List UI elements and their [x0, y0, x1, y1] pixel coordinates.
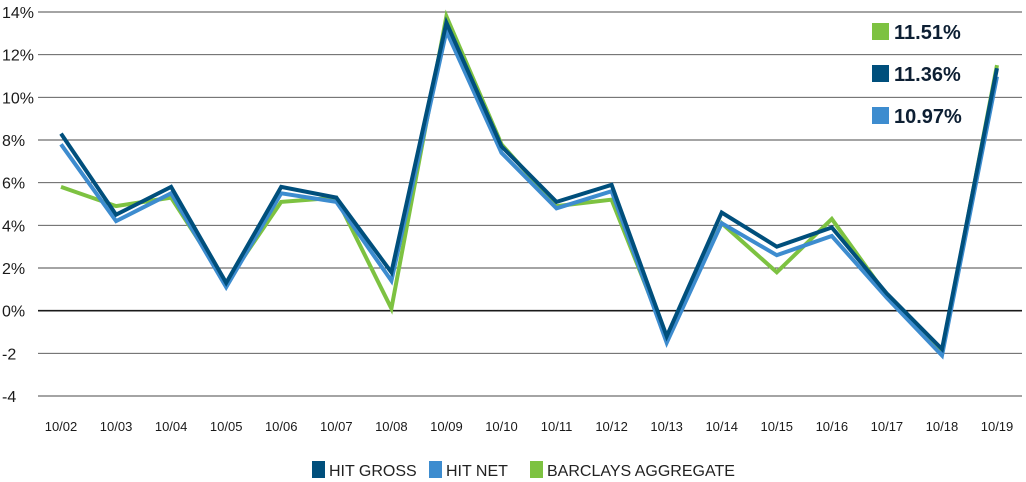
y-tick-label: -4: [2, 389, 16, 406]
y-tick-label: 14%: [2, 5, 34, 22]
x-tick-label: 10/10: [485, 419, 518, 434]
end-label-swatch: [872, 107, 889, 124]
end-value-label: 11.36%: [894, 64, 961, 86]
legend-label: BARCLAYS AGGREGATE: [547, 463, 735, 480]
y-tick-label: 12%: [2, 48, 34, 65]
legend-swatch: [530, 461, 543, 478]
x-tick-label: 10/05: [210, 419, 243, 434]
legend: HIT GROSS HIT NET BARCLAYS AGGREGATE: [312, 461, 735, 480]
x-tick-label: 10/08: [375, 419, 408, 434]
x-axis-ticks: 10/02 10/03 10/04 10/05 10/06 10/07 10/08 10/09…: [45, 419, 1014, 434]
x-tick-label: 10/13: [650, 419, 683, 434]
series-line-barclays-aggregate: [60, 9, 999, 358]
end-value-labels: 11.51% 11.36% 10.97%: [872, 22, 962, 128]
y-tick-label: 4%: [2, 218, 25, 235]
x-tick-label: 10/19: [981, 419, 1014, 434]
y-tick-label: 6%: [2, 176, 25, 193]
series-lines: [59, 9, 999, 360]
x-tick-label: 10/18: [926, 419, 959, 434]
x-tick-label: 10/17: [871, 419, 904, 434]
x-tick-label: 10/04: [155, 419, 188, 434]
x-tick-label: 10/02: [45, 419, 78, 434]
legend-label: HIT GROSS: [329, 463, 417, 480]
x-tick-label: 10/12: [595, 419, 628, 434]
x-tick-label: 10/15: [761, 419, 794, 434]
y-tick-label: 2%: [2, 261, 25, 278]
series-line-hit-gross: [59, 16, 999, 354]
y-tick-label: 10%: [2, 90, 34, 107]
x-tick-label: 10/09: [430, 419, 463, 434]
y-tick-label: 0%: [2, 304, 25, 321]
series-line-hit-net: [59, 24, 999, 360]
x-tick-label: 10/11: [541, 419, 573, 434]
x-tick-label: 10/14: [705, 419, 738, 434]
y-axis-ticks: 14% 12% 10% 8% 6% 4% 2% 0% -2 -4: [2, 5, 34, 406]
y-tick-label: 8%: [2, 133, 25, 150]
x-tick-label: 10/03: [100, 419, 133, 434]
x-tick-label: 10/06: [265, 419, 298, 434]
x-tick-label: 10/07: [320, 419, 353, 434]
y-tick-label: -2: [2, 346, 16, 363]
end-label-swatch: [872, 65, 889, 82]
end-value-label: 10.97%: [894, 106, 962, 128]
legend-swatch: [429, 461, 442, 478]
legend-label: HIT NET: [446, 463, 508, 480]
end-label-swatch: [872, 23, 889, 40]
legend-swatch: [312, 461, 325, 478]
x-tick-label: 10/16: [816, 419, 849, 434]
end-value-label: 11.51%: [894, 22, 961, 44]
